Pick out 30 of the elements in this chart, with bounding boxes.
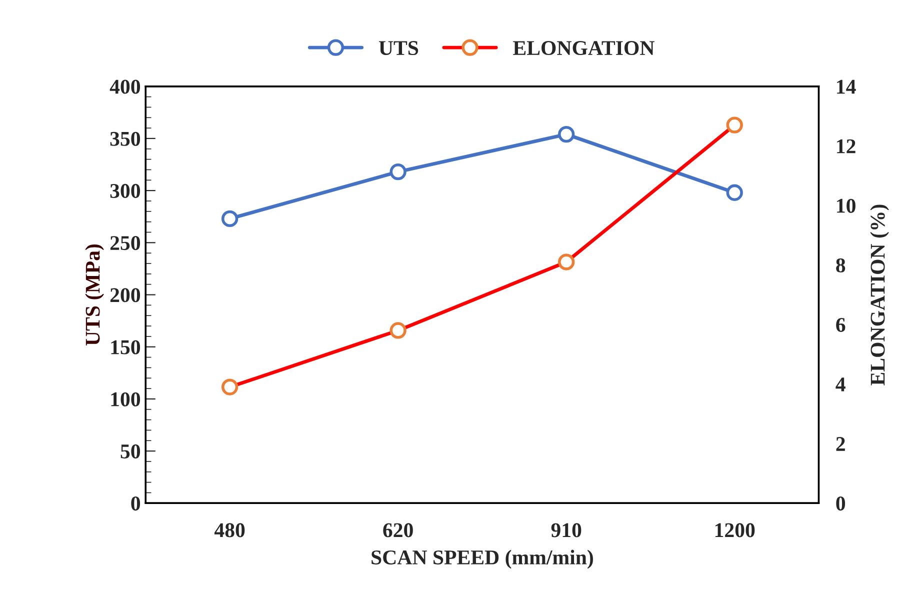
y2-tick-label: 0 xyxy=(836,496,846,511)
x-tick-label: 1200 xyxy=(715,523,755,538)
x-tick-label: 480 xyxy=(214,523,245,538)
point xyxy=(558,126,575,143)
legend-label: ELONGATION xyxy=(513,41,654,56)
x-tick-label: 910 xyxy=(551,523,582,538)
y-tick-label: 350 xyxy=(110,132,140,146)
y2-tick-label: 10 xyxy=(837,198,856,213)
y-tick-label: 200 xyxy=(110,288,140,302)
y-tick-label: 300 xyxy=(110,184,140,198)
x-axis-title: SCAN SPEED (mm/min) xyxy=(372,550,593,569)
y2-tick-label: 8 xyxy=(836,258,846,272)
x-tick-label: 620 xyxy=(383,523,413,538)
y-tick-label: 0 xyxy=(131,496,140,511)
point xyxy=(221,210,238,228)
y-axis-title: UTS (MPa) xyxy=(85,244,104,346)
point xyxy=(726,184,743,201)
y2-tick-label: 6 xyxy=(836,318,846,332)
y-tick-label: 150 xyxy=(111,340,140,354)
legend-label: UTS xyxy=(378,41,418,56)
y-tick-label: 250 xyxy=(110,236,140,250)
y2-axis-title: ELONGATION (%) xyxy=(870,204,890,386)
y2-tick-label: 14 xyxy=(837,80,856,94)
y2-tick-label: 4 xyxy=(836,378,846,392)
y2-tick-label: 2 xyxy=(836,437,845,451)
y-tick-label: 400 xyxy=(110,80,140,94)
y-tick-label: 50 xyxy=(120,444,140,458)
point xyxy=(390,163,406,180)
y2-tick-label: 12 xyxy=(837,139,856,154)
y-tick-label: 100 xyxy=(111,392,140,406)
